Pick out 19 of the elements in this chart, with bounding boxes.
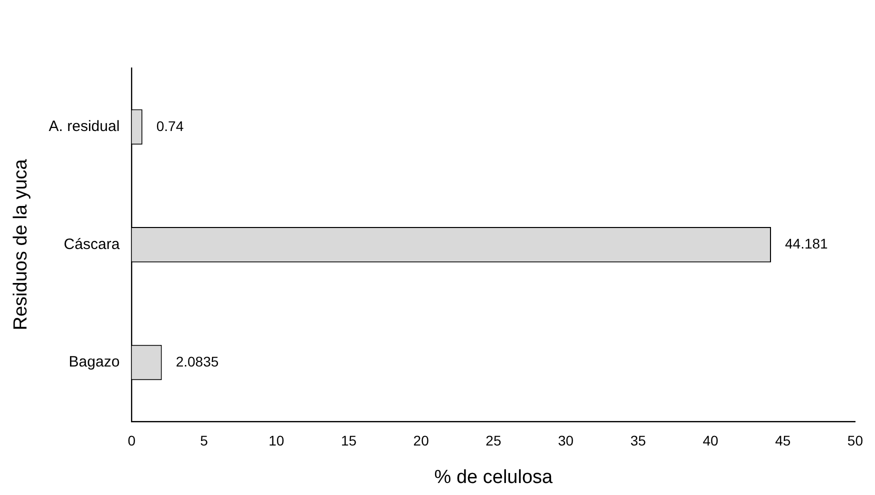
y-axis-title: Residuos de la yuca: [10, 158, 32, 330]
x-tick-label: 45: [775, 432, 791, 449]
data-label: 44.181: [785, 236, 828, 252]
y-tick-label: Cáscara: [64, 236, 120, 253]
x-tick-label: 20: [413, 432, 430, 449]
x-tick-label: 30: [558, 432, 574, 449]
x-tick-label: 40: [702, 432, 718, 449]
x-tick-label: 0: [128, 432, 136, 449]
x-tick-label: 10: [268, 432, 284, 449]
y-tick-label: Bagazo: [68, 354, 120, 371]
x-tick-label: 5: [200, 432, 208, 449]
x-axis-title: % de celulosa: [434, 466, 554, 488]
x-tick-label: 15: [340, 432, 357, 449]
data-label: 2.0835: [176, 353, 219, 370]
y-tick-label: A. residual: [48, 118, 120, 136]
x-tick-label: 25: [486, 432, 502, 449]
data-label: 0.74: [156, 118, 184, 134]
x-tick-label: 50: [847, 432, 864, 449]
x-tick-label: 35: [630, 432, 646, 449]
